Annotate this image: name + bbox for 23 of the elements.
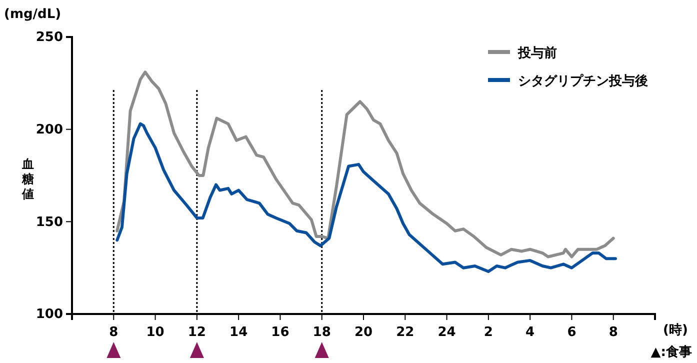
y-tick-label: 200 bbox=[36, 122, 63, 138]
x-tick-label: 14 bbox=[230, 325, 248, 340]
x-tick-label: 10 bbox=[146, 325, 164, 340]
x-tick-label: 22 bbox=[396, 325, 414, 340]
x-axis-title: (時) bbox=[663, 323, 688, 338]
x-tick-label: 18 bbox=[312, 325, 331, 340]
legend-label: 投与前 bbox=[517, 46, 557, 61]
y-tick-label: 150 bbox=[36, 214, 63, 230]
x-tick-label: 12 bbox=[188, 325, 206, 340]
text: (mg/dL) bbox=[4, 7, 62, 22]
x-tick-label: 16 bbox=[271, 325, 290, 340]
y-tick-label: 250 bbox=[36, 30, 63, 46]
legend-label: シタグリプチン投与後 bbox=[518, 73, 648, 89]
x-tick-label: 20 bbox=[354, 325, 373, 340]
x-tick-label: 8 bbox=[608, 325, 618, 340]
x-tick-label: 6 bbox=[567, 325, 576, 340]
y-tick-label: 100 bbox=[36, 307, 63, 322]
y-axis-title: 血糖値 bbox=[21, 157, 34, 201]
x-tick-label: 24 bbox=[438, 325, 456, 340]
x-tick-label: 8 bbox=[109, 325, 118, 340]
x-tick-label: 4 bbox=[526, 325, 535, 340]
x-tick-label: 2 bbox=[484, 325, 493, 340]
text: ▲:食事 bbox=[650, 345, 692, 360]
